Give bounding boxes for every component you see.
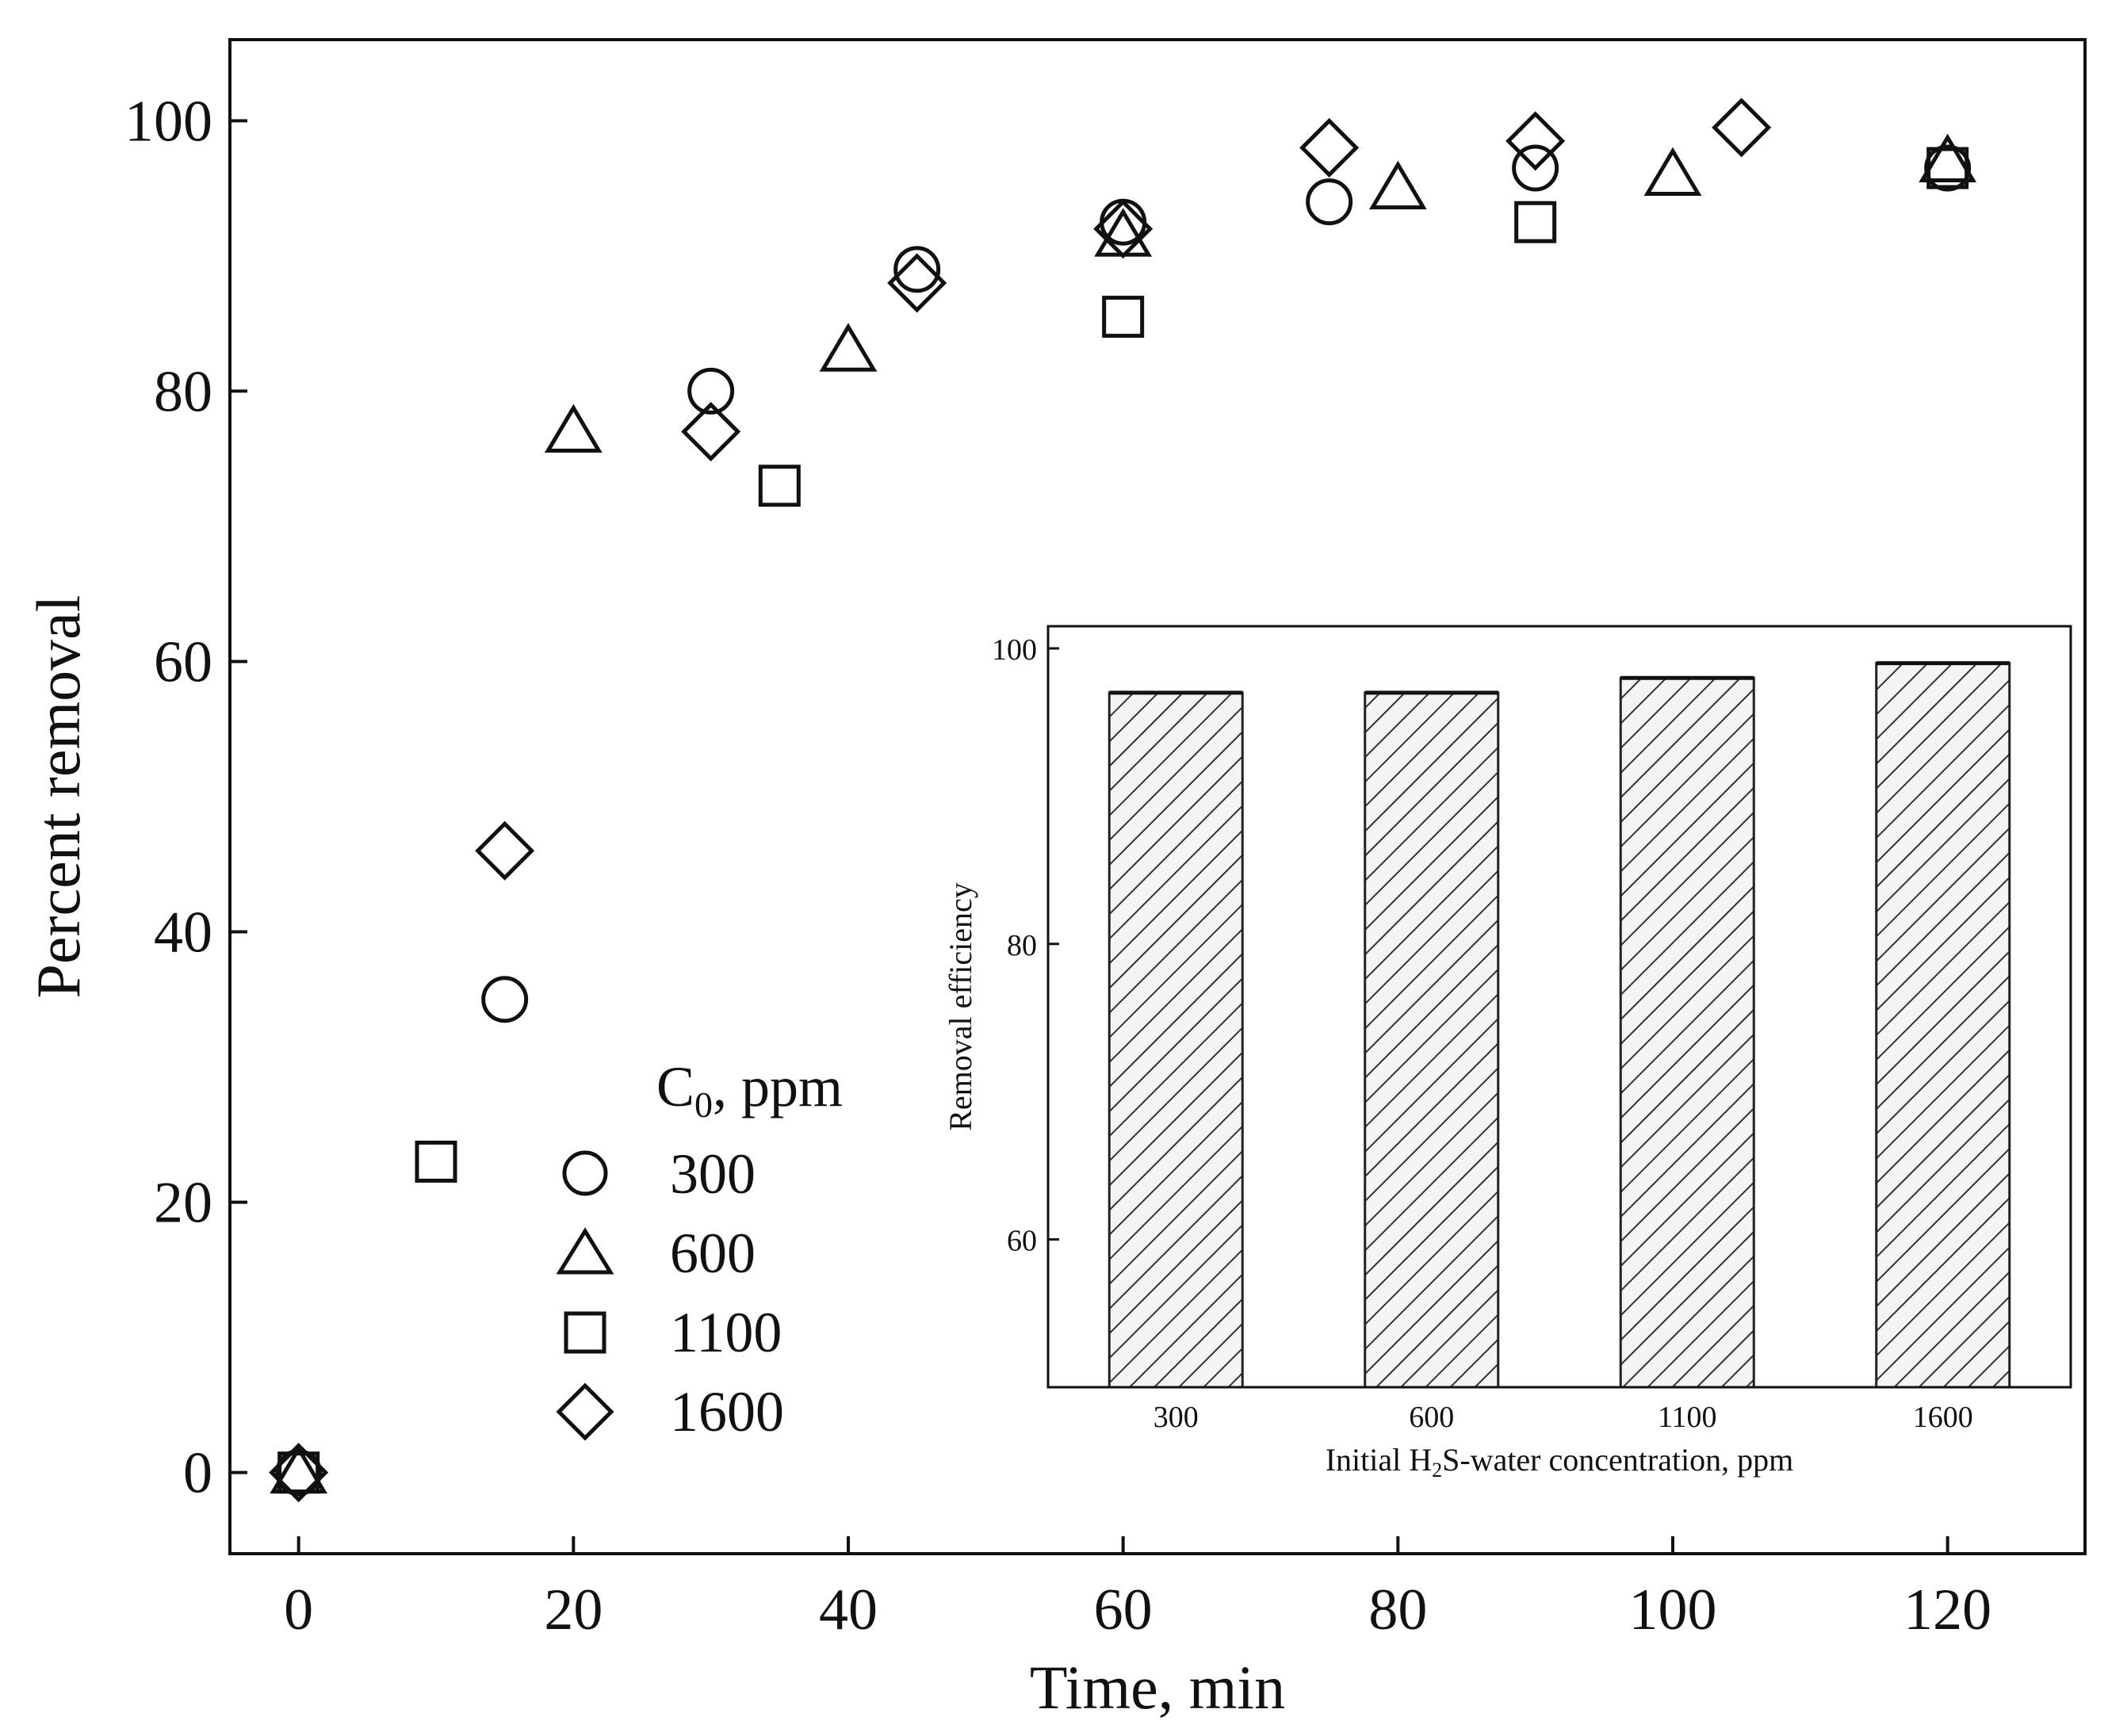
square-point xyxy=(1926,147,1969,189)
inset-bar xyxy=(1364,691,1500,1389)
legend-label-600: 600 xyxy=(670,1222,756,1285)
legend-entry-600: 600 xyxy=(556,1222,756,1285)
square-point xyxy=(415,1140,457,1183)
inset-y-axis-label: Removal efficiency xyxy=(943,882,978,1131)
circle-point xyxy=(1306,178,1353,226)
main-data-points xyxy=(269,98,1977,1503)
inset-bar xyxy=(1108,691,1244,1389)
legend-label-1100: 1100 xyxy=(670,1301,782,1364)
x-tick-label: 100 xyxy=(1629,1577,1717,1642)
diamond-point xyxy=(1505,111,1566,171)
inset-chart: 300 600 1100 1600 60 80 100 Removal efficiency… xyxy=(943,625,2072,1482)
inset-bars xyxy=(1108,661,2011,1389)
y-tick-label: 20 xyxy=(154,1171,212,1236)
circle-point xyxy=(687,367,735,415)
x-tick-label: 40 xyxy=(819,1577,878,1642)
inset-bar xyxy=(1875,662,2011,1389)
diamond-point xyxy=(269,1443,329,1503)
legend-label-1600: 1600 xyxy=(670,1380,784,1443)
circle-point xyxy=(893,246,941,293)
y-tick-label: 40 xyxy=(154,901,212,966)
legend-label-300: 300 xyxy=(670,1142,756,1206)
triangle-point xyxy=(819,323,878,372)
main-axis-ticks: 0 20 40 60 80 100 120 0 20 40 60 80 100 xyxy=(124,89,1991,1642)
circle-point xyxy=(1924,144,1972,192)
x-tick-label: 60 xyxy=(1094,1577,1153,1642)
legend-title: C0, ppm xyxy=(656,1055,843,1125)
x-tick-label: 120 xyxy=(1903,1577,1991,1642)
circle-point xyxy=(1512,144,1559,192)
diamond-point xyxy=(475,820,535,881)
legend-entry-1600: 1600 xyxy=(556,1380,784,1443)
inset-bar xyxy=(1619,676,1755,1389)
diamond-point xyxy=(681,402,741,462)
x-tick-label: 0 xyxy=(284,1577,313,1642)
legend-entry-1100: 1100 xyxy=(564,1301,782,1364)
y-tick-label: 80 xyxy=(154,359,212,424)
diamond-point xyxy=(1299,117,1360,178)
inset-y-tick-label: 60 xyxy=(1007,1225,1037,1258)
legend-square-marker xyxy=(564,1311,606,1354)
x-tick-label: 80 xyxy=(1368,1577,1427,1642)
triangle-point xyxy=(1643,147,1702,197)
y-tick-label: 100 xyxy=(124,89,212,154)
square-point xyxy=(277,1451,320,1494)
triangle-point xyxy=(1368,160,1427,210)
triangle-point xyxy=(544,403,603,453)
diamond-point xyxy=(1093,199,1153,259)
x-tick-label: 20 xyxy=(544,1577,603,1642)
inset-y-tick-label: 80 xyxy=(1007,929,1037,962)
diamond-point xyxy=(1712,98,1772,158)
square-point xyxy=(758,465,801,507)
square-point xyxy=(1102,296,1145,338)
legend-entry-300: 300 xyxy=(562,1142,756,1206)
legend: C0, ppm 300 600 1100 1600 xyxy=(556,1055,843,1443)
inset-y-tick-label: 100 xyxy=(992,633,1037,667)
main-plot-frame xyxy=(228,38,2087,1555)
circle-point xyxy=(481,976,529,1023)
inset-x-axis-label: Initial H2S-water concentration, ppm xyxy=(1326,1442,1794,1482)
inset-frame xyxy=(1046,625,2072,1389)
main-x-axis-label: Time, min xyxy=(1030,1653,1285,1722)
legend-diamond-marker xyxy=(556,1382,614,1441)
inset-x-tick-label: 1100 xyxy=(1658,1401,1717,1434)
triangle-point xyxy=(1919,133,1977,182)
main-y-axis-label: Percent removal xyxy=(24,595,93,999)
diamond-point xyxy=(887,253,947,313)
inset-x-tick-label: 600 xyxy=(1409,1401,1454,1434)
y-tick-label: 0 xyxy=(183,1441,212,1506)
legend-circle-marker xyxy=(562,1150,608,1196)
square-point xyxy=(1514,201,1557,243)
legend-triangle-marker xyxy=(556,1227,614,1275)
inset-x-tick-label: 300 xyxy=(1153,1401,1199,1434)
inset-x-tick-label: 1600 xyxy=(1913,1401,1973,1434)
inset-axis-ticks: 300 600 1100 1600 60 80 100 xyxy=(992,633,1973,1434)
y-tick-label: 60 xyxy=(154,629,212,694)
